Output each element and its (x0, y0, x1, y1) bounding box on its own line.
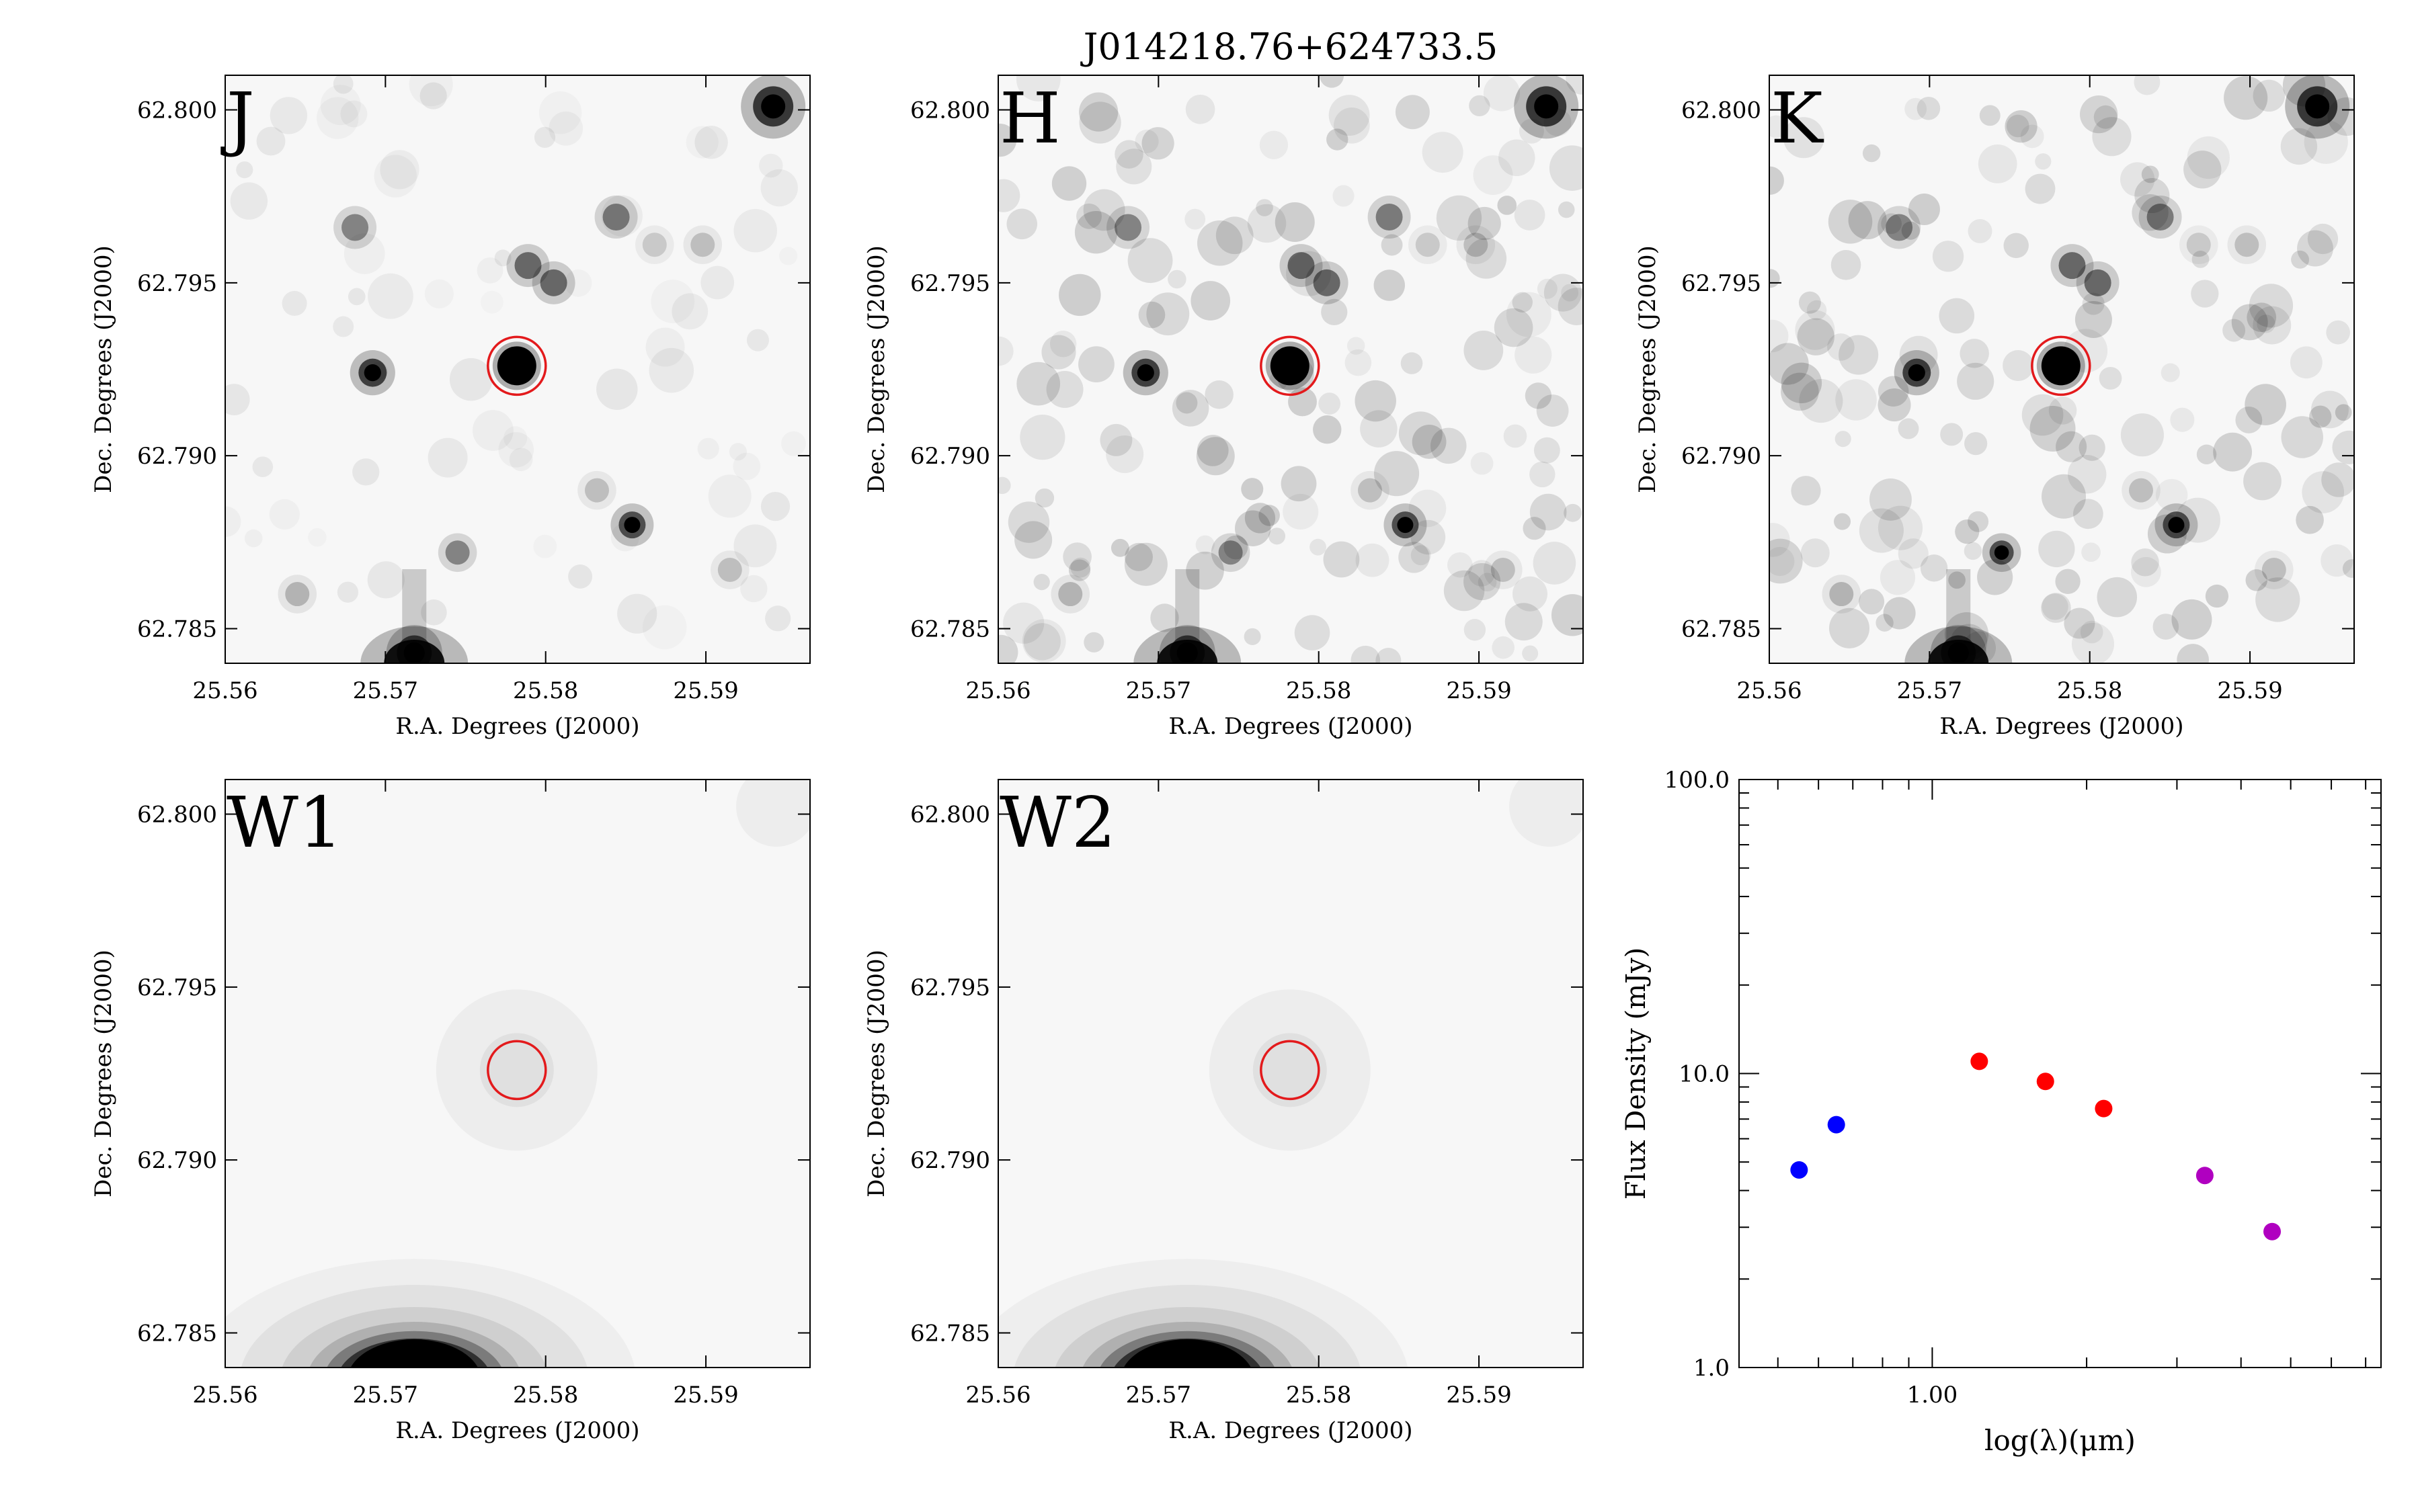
y-tick-label: 62.795 (137, 974, 217, 1001)
data-point (1970, 1052, 1988, 1070)
cutout-panel-k: 25.56 25.57 25.58 25.59 62.800 62.795 62.790 62… (1634, 75, 2355, 740)
y-tick-label: 62.800 (137, 97, 217, 124)
x-tick-label: 25.57 (1126, 1382, 1191, 1409)
cutout-image (225, 75, 810, 663)
cutout-image (998, 75, 1583, 663)
data-point (2036, 1073, 2054, 1091)
x-tick-label: 25.56 (192, 677, 257, 704)
x-tick-label: 25.57 (1126, 677, 1191, 704)
x-axis-label: log(λ)(μm) (1984, 1424, 2136, 1457)
x-tick-label: 25.57 (353, 677, 418, 704)
panel-frame (225, 779, 811, 1368)
x-axis-label: R.A. Degrees (J2000) (395, 713, 639, 740)
y-tick-label: 62.790 (137, 443, 217, 470)
y-axis-label: Dec. Degrees (J2000) (1634, 245, 1661, 493)
data-point (2263, 1222, 2282, 1241)
x-tick-label: 25.57 (353, 1382, 418, 1409)
x-tick-label: 25.58 (513, 677, 578, 704)
x-tick-label: 25.56 (192, 1382, 257, 1409)
panel-frame (225, 75, 811, 664)
aperture-circle (1260, 335, 1320, 396)
target-source (1252, 1033, 1327, 1107)
data-point (1827, 1116, 1845, 1134)
target-source (479, 1033, 554, 1107)
x-axis-label: R.A. Degrees (J2000) (1168, 713, 1412, 740)
y-axis-label: Dec. Degrees (J2000) (90, 950, 117, 1198)
x-tick-label: 25.57 (1897, 677, 1962, 704)
y-tick-label: 62.790 (910, 1147, 990, 1174)
y-tick-label: 62.800 (137, 801, 217, 828)
y-tick-label: 62.785 (910, 616, 990, 643)
x-tick-label: 25.56 (965, 1382, 1031, 1409)
panel-frame (998, 779, 1584, 1368)
y-tick-label: 62.785 (137, 616, 217, 643)
x-tick-label: 25.59 (1446, 1382, 1511, 1409)
cutout-image (225, 780, 810, 1368)
band-label: K (1771, 77, 1824, 159)
y-tick-label: 62.795 (137, 270, 217, 297)
cutout-image (998, 780, 1583, 1368)
y-tick-label: 62.785 (910, 1320, 990, 1347)
cutout-image (1769, 75, 2354, 663)
y-tick-label: 62.795 (910, 270, 990, 297)
cutout-panel-h: 25.56 25.57 25.58 25.59 62.800 62.795 62.790 62… (863, 75, 1584, 740)
aperture-circle (487, 1040, 547, 1101)
y-tick-label: 62.785 (137, 1320, 217, 1347)
y-axis-label: Dec. Degrees (J2000) (863, 245, 890, 493)
y-tick-label: 62.790 (1681, 443, 1761, 470)
y-tick-label: 62.800 (910, 97, 990, 124)
cutout-panel-j: 25.56 25.57 25.58 25.59 62.800 62.795 62.790 62… (90, 75, 811, 740)
x-tick-label: 25.58 (1286, 677, 1351, 704)
aperture-circle (2031, 335, 2091, 396)
y-axis-label: Dec. Degrees (J2000) (863, 950, 890, 1198)
cutout-panel-w2: 25.56 25.57 25.58 25.59 62.800 62.795 62.790 62… (863, 779, 1584, 1444)
x-tick-label: 25.56 (965, 677, 1031, 704)
y-tick-label: 10.0 (1679, 1061, 1730, 1088)
y-tick-label: 62.790 (137, 1147, 217, 1174)
y-axis-label: Dec. Degrees (J2000) (90, 245, 117, 493)
sed-frame (1738, 779, 2382, 1368)
data-point (1790, 1161, 1808, 1179)
y-tick-label: 62.800 (910, 801, 990, 828)
band-label: W1 (227, 782, 343, 864)
band-label: H (1000, 77, 1061, 159)
x-tick-label: 25.56 (1736, 677, 1802, 704)
x-tick-label: 25.59 (673, 1382, 738, 1409)
panel-frame (1769, 75, 2355, 664)
sed-plot: 1.0 10.0 100.0 1.00 log(λ)(μm) Flux Density (… (1621, 767, 2382, 1457)
x-axis-label: R.A. Degrees (J2000) (1939, 713, 2183, 740)
x-tick-label: 25.58 (513, 1382, 578, 1409)
cutout-panels: 25.56 25.57 25.58 25.59 62.800 62.795 62.790 62… (90, 75, 2355, 1444)
aperture-circle (487, 335, 547, 396)
x-axis-label: R.A. Degrees (J2000) (395, 1417, 639, 1444)
y-tick-label: 62.790 (910, 443, 990, 470)
y-tick-label: 62.795 (1681, 270, 1761, 297)
band-label: J (220, 77, 255, 159)
figure-title: J014218.76+624733.5 (1080, 26, 1498, 68)
aperture-circle (1260, 1040, 1320, 1101)
x-tick-label: 25.59 (1446, 677, 1511, 704)
data-point (2195, 1167, 2214, 1185)
x-tick-label: 1.00 (1907, 1382, 1958, 1409)
y-axis-label: Flux Density (mJy) (1621, 948, 1652, 1200)
x-axis-label: R.A. Degrees (J2000) (1168, 1417, 1412, 1444)
x-tick-label: 25.59 (2217, 677, 2282, 704)
x-tick-label: 25.59 (673, 677, 738, 704)
y-tick-label: 62.785 (1681, 616, 1761, 643)
y-tick-label: 62.800 (1681, 97, 1761, 124)
y-tick-label: 62.795 (910, 974, 990, 1001)
y-tick-label: 100.0 (1664, 767, 1730, 794)
panel-frame (998, 75, 1584, 664)
data-point (2095, 1099, 2113, 1118)
y-tick-label: 1.0 (1693, 1355, 1730, 1382)
cutout-panel-w1: 25.56 25.57 25.58 25.59 62.800 62.795 62.790 62… (90, 779, 811, 1444)
band-label: W2 (1000, 782, 1116, 864)
x-tick-label: 25.58 (2057, 677, 2122, 704)
x-tick-label: 25.58 (1286, 1382, 1351, 1409)
